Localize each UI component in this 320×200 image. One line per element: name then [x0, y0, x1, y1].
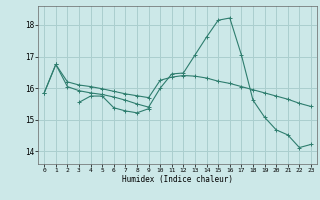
X-axis label: Humidex (Indice chaleur): Humidex (Indice chaleur) — [122, 175, 233, 184]
